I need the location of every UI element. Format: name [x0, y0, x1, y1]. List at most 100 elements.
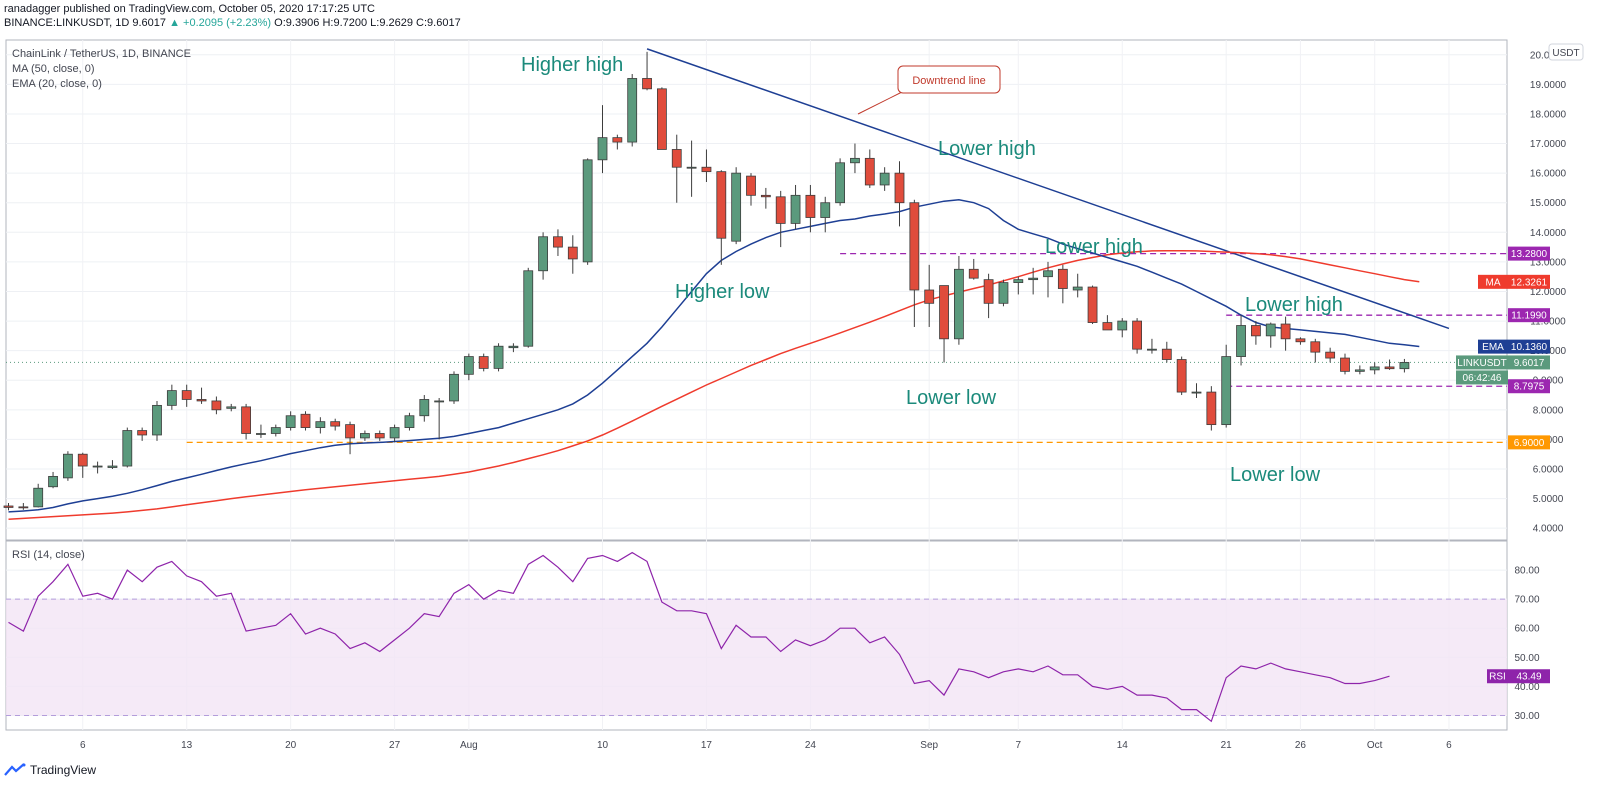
candle-body [1384, 366, 1395, 370]
candle-body [211, 400, 222, 411]
candle [77, 452, 88, 478]
candle [1161, 341, 1172, 363]
candle-body [1265, 323, 1276, 337]
candle-body [3, 505, 14, 508]
candle-body [1028, 277, 1039, 281]
candle-body [701, 166, 712, 173]
currency-label: USDT [1552, 48, 1579, 59]
candle [642, 51, 652, 91]
rsi-band [6, 599, 1507, 716]
candle [33, 483, 44, 508]
price-tag-value: 9.6017 [1514, 358, 1545, 369]
time-tick-label: 27 [389, 740, 401, 751]
candle [850, 143, 860, 174]
candle-body [330, 421, 341, 427]
price-change: ▲ +0.2095 (+2.23%) [169, 17, 272, 29]
candle [894, 161, 905, 227]
candle-body [790, 194, 801, 224]
candle [582, 158, 593, 265]
candle [1206, 386, 1217, 431]
price-tick-label: 16.0000 [1530, 169, 1567, 180]
candle-body [241, 406, 252, 434]
candle-body [805, 194, 816, 218]
level-tag-label: 13.2800 [1511, 249, 1548, 260]
candle [1028, 267, 1039, 295]
price-tag-name-box [1478, 274, 1508, 289]
time-tick-label: 26 [1295, 740, 1307, 751]
time-tick-label: Aug [460, 740, 478, 751]
candle-body [92, 465, 103, 468]
candle [48, 471, 58, 489]
candle-body [939, 285, 949, 340]
candle-body [226, 406, 237, 409]
price-tag-name-box [1456, 355, 1508, 370]
annotation-higher-low: Higher low [675, 281, 770, 303]
candle-body [107, 465, 118, 468]
candle [107, 460, 118, 469]
candle [968, 258, 979, 280]
candle [315, 417, 326, 434]
candle [1191, 383, 1202, 398]
candle [1117, 318, 1128, 338]
candle-body [760, 194, 771, 198]
publisher-line: ranadagger published on TradingView.com,… [4, 3, 375, 15]
price-tick-label: 6.0000 [1533, 464, 1564, 475]
candle [285, 411, 296, 431]
time-tick-label: 14 [1117, 740, 1129, 751]
level-tag [1508, 379, 1550, 394]
annotation-lower-low-1: Lower low [906, 387, 997, 409]
candle-body [657, 88, 667, 150]
rsi-tick-label: 30.00 [1514, 711, 1539, 722]
candle-body [77, 453, 88, 467]
candle [879, 167, 890, 191]
rsi-tag-name-box [1487, 669, 1508, 684]
rsi-line [8, 551, 1390, 723]
candle-body [1043, 270, 1053, 278]
time-tick-label: 24 [805, 740, 817, 751]
candle [241, 403, 252, 440]
candle-body [122, 430, 133, 467]
price-tick-label: 20.0000 [1530, 50, 1567, 61]
moving-averages [8, 199, 1420, 521]
symbol-summary: BINANCE:LINKUSDT, 1D 9.6017 [4, 17, 167, 29]
candle [686, 140, 697, 197]
candle [211, 396, 222, 415]
price-tag-name: EMA [1482, 342, 1504, 353]
currency-badge[interactable]: USDT [1548, 43, 1584, 61]
candle-body [419, 399, 430, 417]
annotation-lower-low-2: Lower low [1230, 464, 1321, 486]
level-tag [1508, 435, 1550, 450]
rsi-tag-box [1508, 669, 1550, 684]
candle-body [879, 172, 890, 186]
candle-body [983, 279, 994, 304]
candle-body [954, 268, 964, 340]
ohlc-values: O:9.3906 H:9.7200 L:9.2629 C:9.6017 [274, 17, 461, 29]
chart-header: ranadagger published on TradingView.com,… [4, 2, 461, 30]
candle [404, 412, 415, 431]
price-tick-label: 15.0000 [1530, 198, 1567, 209]
candle-body [270, 427, 281, 434]
candle [939, 285, 949, 363]
candle [746, 173, 756, 206]
candle-body [300, 413, 311, 428]
time-tick-label: 17 [701, 740, 713, 751]
candle-body [686, 166, 697, 169]
candle-body [256, 433, 266, 435]
price-tick-label: 4.0000 [1533, 524, 1564, 535]
candle [909, 199, 920, 327]
rsi-tag-value: 43.49 [1516, 672, 1541, 683]
ema20-line [8, 199, 1420, 513]
candle-body [1295, 338, 1306, 343]
candle-body [345, 424, 355, 439]
candle-body [152, 404, 162, 436]
candle-body [1117, 320, 1128, 331]
level-tag-label: 6.9000 [1514, 438, 1545, 449]
candle-body [434, 400, 445, 403]
candle-body [538, 236, 548, 272]
rsi-tick-label: 50.00 [1514, 653, 1539, 664]
candle-body [63, 453, 73, 479]
candle-body [315, 421, 326, 428]
time-tick-label: 6 [1446, 740, 1452, 751]
candle-body [597, 137, 608, 161]
